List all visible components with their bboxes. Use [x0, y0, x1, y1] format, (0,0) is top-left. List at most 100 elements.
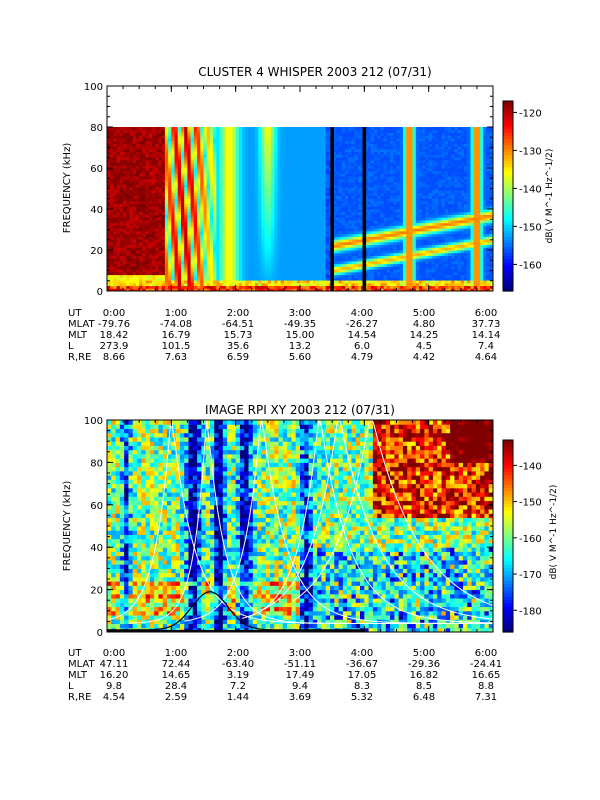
spectrogram-cell	[322, 127, 327, 131]
spectrogram-cell	[251, 148, 256, 153]
spectrogram-cell	[322, 209, 327, 213]
spectrogram-cell	[222, 178, 227, 183]
spectrogram-cell	[274, 217, 278, 221]
spectrogram-cell	[139, 269, 143, 273]
spectrogram-cell	[258, 176, 262, 180]
spectrogram-cell	[242, 282, 246, 287]
spectrogram-cell	[180, 250, 185, 254]
spectrogram-cell	[248, 280, 253, 284]
spectrogram-cell	[277, 203, 282, 207]
spectrogram-cell	[190, 146, 195, 150]
spectrogram-cell	[251, 127, 256, 131]
spectrogram-cell	[219, 195, 224, 199]
spectrogram-cell	[245, 214, 250, 218]
spectrogram-cell	[107, 165, 111, 169]
spectrogram-cell	[357, 230, 362, 235]
spectrogram-cell	[332, 129, 336, 133]
spectrogram-cell	[351, 217, 356, 221]
spectrogram-cell	[148, 222, 153, 226]
spectrogram-cell	[283, 288, 288, 292]
spectrogram-cell	[216, 255, 221, 259]
spectrogram-cell	[110, 219, 114, 224]
spectrogram-cell	[113, 189, 118, 194]
spectrogram-cell	[367, 198, 372, 202]
spectrogram-cell	[300, 244, 304, 248]
spectrogram-cell	[209, 159, 214, 164]
spectrogram-cell	[155, 285, 159, 289]
spectrogram-cell	[129, 269, 134, 273]
spectrogram-cell	[161, 241, 166, 246]
spectrogram-cell	[283, 181, 288, 185]
spectrogram-cell	[258, 247, 262, 251]
spectrogram-cell	[203, 176, 208, 180]
spectrogram-cell	[322, 244, 327, 248]
spectrogram-cell	[187, 195, 192, 199]
spectrogram-cell	[132, 241, 137, 246]
spectrogram-cell	[248, 269, 253, 273]
spectrogram-cell	[184, 159, 188, 164]
spectrogram-cell	[139, 214, 143, 218]
spectrogram-cell	[200, 129, 204, 133]
spectrogram-cell	[280, 225, 285, 229]
spectrogram-cell	[148, 187, 153, 191]
spectrogram-cell	[300, 288, 304, 292]
spectrogram-cell	[370, 209, 375, 213]
spectrogram-cell	[357, 236, 362, 240]
spectrogram-cell	[129, 162, 134, 166]
spectrogram-cell	[129, 159, 134, 164]
spectrogram-cell	[251, 277, 256, 281]
spectrogram-cell	[245, 195, 250, 199]
spectrogram-cell	[203, 200, 208, 205]
spectrogram-cell	[187, 263, 192, 267]
spectrogram-cell	[283, 280, 288, 284]
spectrogram-cell	[126, 140, 131, 144]
spectrogram-cell	[242, 239, 246, 243]
spectrogram-cell	[335, 241, 340, 246]
spectrogram-cell	[251, 209, 256, 213]
spectrogram-cell	[190, 280, 195, 284]
spectrogram-cell	[357, 176, 362, 180]
spectrogram-cell	[184, 137, 188, 142]
spectrogram-cell	[113, 176, 118, 180]
spectrogram-cell	[248, 260, 253, 265]
spectrogram-cell	[367, 217, 372, 221]
spectrogram-cell	[155, 132, 159, 136]
spectrogram-cell	[232, 219, 237, 224]
spectrogram-cell	[158, 203, 163, 207]
spectrogram-cell	[174, 274, 179, 278]
spectrogram-cell	[184, 282, 188, 287]
spectrogram-cell	[206, 146, 211, 150]
spectrogram-cell	[174, 154, 179, 158]
spectrogram-cell	[148, 129, 153, 133]
spectrogram-cell	[135, 181, 140, 185]
spectrogram-cell	[332, 181, 336, 185]
spectrogram-cell	[145, 225, 150, 229]
spectrogram-cell	[209, 271, 214, 276]
spectrogram-cell	[357, 244, 362, 248]
spectrogram-cell	[364, 274, 369, 278]
spectrogram-cell	[152, 129, 156, 133]
spectrogram-cell	[161, 154, 166, 158]
spectrogram-cell	[338, 222, 343, 226]
spectrogram-cell	[309, 154, 314, 158]
spectrogram-cell	[145, 255, 150, 259]
spectrogram-cell	[357, 151, 362, 155]
spectrogram-cell	[200, 170, 204, 174]
spectrogram-cell	[148, 274, 153, 278]
spectrogram-cell	[290, 184, 295, 188]
spectrogram-cell	[238, 195, 243, 199]
spectrogram-cell	[206, 154, 211, 158]
spectrogram-cell	[216, 219, 221, 224]
spectrogram-cell	[158, 206, 163, 210]
spectrogram-cell	[155, 214, 159, 218]
spectrogram-cell	[303, 146, 307, 150]
spectrogram-cell	[110, 135, 114, 139]
spectrogram-cell	[300, 236, 304, 240]
spectrogram-cell	[338, 184, 343, 188]
spectrogram-cell	[155, 239, 159, 243]
spectrogram-cell	[197, 214, 201, 218]
spectrogram-cell	[290, 157, 295, 161]
spectrogram-cell	[300, 170, 304, 174]
spectrogram-cell	[145, 274, 150, 278]
spectrogram-cell	[164, 189, 169, 194]
